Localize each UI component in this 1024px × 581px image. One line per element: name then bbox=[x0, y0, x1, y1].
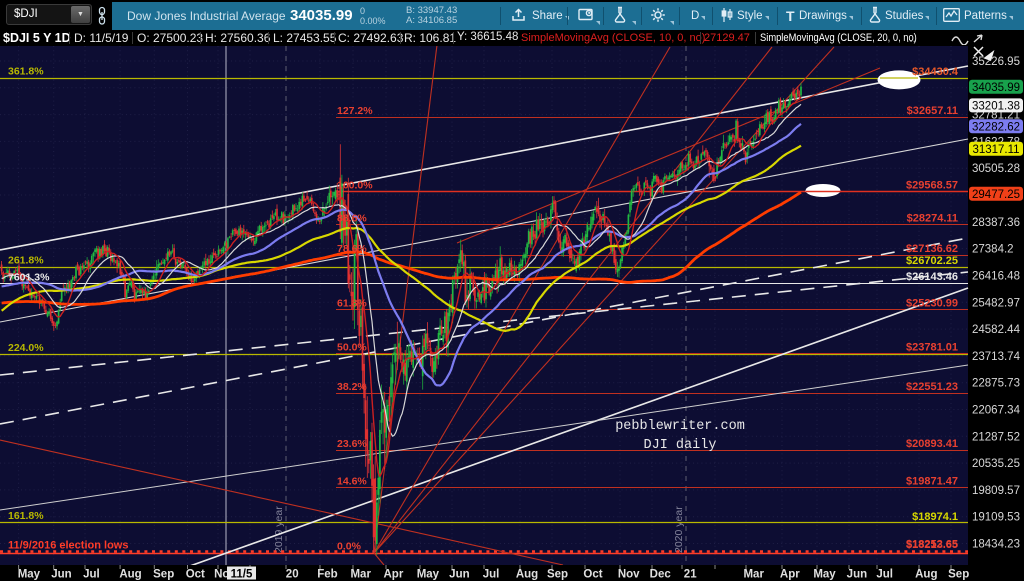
svg-text:127.2%: 127.2% bbox=[337, 105, 373, 117]
svg-text:28387.36: 28387.36 bbox=[972, 217, 1020, 229]
svg-text:$32657.11: $32657.11 bbox=[907, 105, 958, 117]
svg-text:22875.73: 22875.73 bbox=[972, 378, 1020, 390]
svg-text:31317.11: 31317.11 bbox=[972, 144, 1019, 156]
svg-text:Nov: Nov bbox=[618, 569, 640, 581]
svg-text:32781.21: 32781.21 bbox=[972, 110, 1020, 122]
svg-text:Feb: Feb bbox=[317, 569, 337, 581]
svg-text:May: May bbox=[417, 569, 440, 581]
svg-text:Mar: Mar bbox=[743, 569, 764, 581]
svg-text:$34430.4: $34430.4 bbox=[912, 66, 959, 78]
svg-text:Aug: Aug bbox=[516, 569, 538, 581]
svg-text:Jul: Jul bbox=[876, 569, 893, 581]
svg-text:$26702.25: $26702.25 bbox=[906, 255, 958, 267]
svg-text:11/9/2016 election lows: 11/9/2016 election lows bbox=[8, 540, 128, 552]
svg-text:19109.53: 19109.53 bbox=[972, 512, 1020, 524]
svg-text:Jul: Jul bbox=[483, 569, 500, 581]
svg-text:Apr: Apr bbox=[780, 569, 800, 581]
svg-text:11/5: 11/5 bbox=[231, 569, 253, 581]
svg-text:$18252.65: $18252.65 bbox=[906, 539, 958, 551]
svg-text:Oct: Oct bbox=[583, 569, 602, 581]
svg-text:14.6%: 14.6% bbox=[337, 475, 367, 487]
svg-text:23.6%: 23.6% bbox=[337, 438, 367, 450]
svg-text:261.8%: 261.8% bbox=[8, 255, 44, 267]
svg-text:34035.99: 34035.99 bbox=[972, 82, 1020, 94]
svg-text:2020 year: 2020 year bbox=[673, 506, 685, 553]
svg-text:Aug: Aug bbox=[915, 569, 937, 581]
svg-text:Jun: Jun bbox=[51, 569, 71, 581]
svg-text:33201.38: 33201.38 bbox=[972, 101, 1020, 113]
svg-text:32282.62: 32282.62 bbox=[972, 122, 1020, 134]
svg-text:Sep: Sep bbox=[948, 569, 969, 581]
svg-text:38.2%: 38.2% bbox=[337, 381, 367, 393]
svg-text:Jun: Jun bbox=[449, 569, 469, 581]
svg-text:Jul: Jul bbox=[83, 569, 100, 581]
svg-text:Apr: Apr bbox=[383, 569, 403, 581]
svg-text:23713.74: 23713.74 bbox=[972, 351, 1021, 363]
svg-text:61.8%: 61.8% bbox=[337, 297, 367, 309]
svg-text:20: 20 bbox=[286, 569, 299, 581]
svg-text:19809.57: 19809.57 bbox=[972, 485, 1020, 497]
svg-text:Dec: Dec bbox=[650, 569, 672, 581]
svg-text:$25230.99: $25230.99 bbox=[906, 297, 958, 309]
svg-text:May: May bbox=[18, 569, 41, 581]
svg-text:78.6%: 78.6% bbox=[337, 243, 367, 255]
svg-text:$29568.57: $29568.57 bbox=[906, 179, 958, 191]
svg-text:$20893.41: $20893.41 bbox=[906, 438, 958, 450]
svg-text:$19871.47: $19871.47 bbox=[906, 475, 958, 487]
svg-text:$18974.1: $18974.1 bbox=[912, 511, 958, 523]
svg-text:$26143.46: $26143.46 bbox=[906, 271, 958, 283]
svg-text:88.6%: 88.6% bbox=[337, 213, 367, 225]
svg-text:$23781.01: $23781.01 bbox=[906, 342, 958, 354]
svg-text:50.0%: 50.0% bbox=[337, 342, 367, 354]
svg-text:$22551.23: $22551.23 bbox=[906, 381, 958, 393]
svg-text:100.0%: 100.0% bbox=[337, 179, 373, 191]
svg-text:Aug: Aug bbox=[119, 569, 141, 581]
svg-text:27384.2: 27384.2 bbox=[972, 244, 1014, 256]
svg-text:2019 year: 2019 year bbox=[273, 506, 285, 553]
svg-text:0.0%: 0.0% bbox=[337, 540, 362, 552]
svg-text:224.0%: 224.0% bbox=[8, 342, 44, 354]
svg-text:Oct: Oct bbox=[186, 569, 205, 581]
svg-text:Sep: Sep bbox=[547, 569, 568, 581]
svg-text:22067.34: 22067.34 bbox=[972, 405, 1021, 417]
svg-text:21287.52: 21287.52 bbox=[972, 431, 1020, 443]
svg-text:20535.25: 20535.25 bbox=[972, 458, 1020, 470]
svg-text:26416.48: 26416.48 bbox=[972, 270, 1020, 282]
svg-text:DJI daily: DJI daily bbox=[644, 438, 717, 453]
svg-text:18434.23: 18434.23 bbox=[972, 539, 1020, 551]
svg-text:24582.44: 24582.44 bbox=[972, 324, 1021, 336]
svg-text:25482.97: 25482.97 bbox=[972, 297, 1020, 309]
svg-text:29477.25: 29477.25 bbox=[972, 189, 1020, 201]
svg-text:$28274.11: $28274.11 bbox=[907, 213, 958, 225]
svg-text:$18213.65: $18213.65 bbox=[906, 539, 958, 551]
svg-text:30505.28: 30505.28 bbox=[972, 163, 1020, 175]
svg-text:May: May bbox=[813, 569, 836, 581]
svg-text:161.8%: 161.8% bbox=[8, 510, 44, 522]
svg-text:7601.3%: 7601.3% bbox=[8, 271, 50, 283]
svg-text:Jun: Jun bbox=[847, 569, 867, 581]
svg-text:$27136.62: $27136.62 bbox=[906, 243, 958, 255]
svg-text:361.8%: 361.8% bbox=[8, 66, 44, 78]
svg-text:Mar: Mar bbox=[350, 569, 371, 581]
svg-text:pebblewriter.com: pebblewriter.com bbox=[615, 419, 745, 434]
svg-text:35226.95: 35226.95 bbox=[972, 56, 1020, 68]
svg-text:Sep: Sep bbox=[153, 569, 174, 581]
svg-text:21: 21 bbox=[684, 569, 697, 581]
